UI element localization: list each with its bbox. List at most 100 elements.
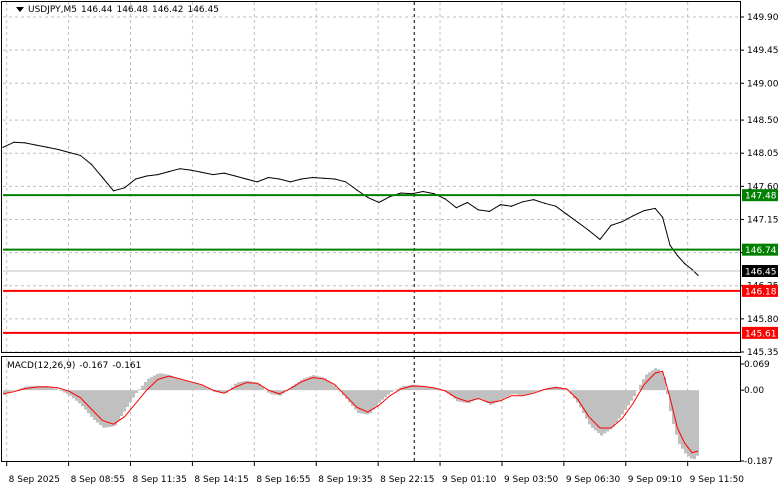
macd-histogram-bar [651,370,654,391]
price-point [389,196,391,198]
macd-histogram-bar [348,390,351,403]
price-point [588,229,590,232]
macd-histogram-bar [303,378,306,391]
price-tick-label: 149.00 [747,79,779,89]
price-point [300,178,303,180]
price-point [234,175,236,177]
price-point [499,204,502,206]
macd-histogram-bar [186,380,189,391]
price-point [124,187,126,189]
macd-histogram-bar [165,374,168,391]
macd-histogram-bar [210,390,213,391]
macd-histogram-bar [351,390,354,406]
price-point [245,178,247,180]
macd-histogram-bar [369,390,372,414]
macd-histogram-bar [450,390,453,397]
macd-histogram-bar [291,385,294,391]
macd-histogram-bar [639,384,642,391]
price-point [311,176,314,179]
macd-signal-line[interactable] [2,370,699,454]
level-tag-resistance-1 [742,243,778,256]
macd-histogram-bar [588,390,591,425]
macd-histogram-bar [183,380,186,391]
macd-histogram-bar [456,390,459,402]
price-point [378,201,380,204]
macd-pane-frame [1,356,741,462]
price-point [146,175,148,177]
macd-histogram-bar [447,390,450,394]
macd-histogram-bar [327,380,330,391]
macd-histogram-bar [672,390,675,424]
macd-histogram-bar [156,374,159,391]
price-series-line[interactable] [2,141,699,276]
time-tick-label: 8 Sep 2025 [9,475,60,485]
macd-histogram-bar [372,390,375,410]
macd-histogram-bar [300,379,303,391]
level-tag-current [742,265,778,278]
macd-histogram-bar [93,390,96,420]
macd-histogram-bar [522,390,525,396]
macd-histogram-bar [174,377,177,391]
macd-histogram-bar [582,390,585,414]
price-point [157,173,159,176]
macd-histogram-bar [195,383,198,391]
macd-histogram-bar [408,385,411,391]
macd-histogram-bar [612,390,615,427]
price-point [566,213,568,215]
price-point [256,181,258,183]
macd-histogram-bar [654,368,657,391]
macd-histogram-bar [204,386,207,391]
price-tick-label: 145.80 [747,315,779,325]
macd-histogram-bar [12,390,15,391]
price-point [654,207,656,210]
price-point [544,202,546,204]
time-tick-label: 8 Sep 14:15 [194,475,248,485]
price-point [669,244,671,246]
macd-histogram-bar [681,390,684,449]
price-point [691,268,693,271]
macd-histogram-bar [258,384,261,391]
price-point [466,201,468,204]
price-pane[interactable] [2,141,740,334]
price-point [455,207,457,209]
price-point [334,178,336,180]
macd-histogram-bar [501,390,504,400]
macd-label: MACD(12,26,9) [7,361,76,371]
macd-histogram-bar [294,383,297,391]
macd-histogram-bar [558,386,561,391]
macd-histogram-bar [96,390,99,423]
macd-histogram-bar [138,389,141,391]
macd-histogram-bar [552,386,555,391]
macd-pane[interactable] [2,368,699,460]
macd-histogram-bar [306,377,309,391]
macd-histogram-bar [561,387,564,391]
macd-histogram-bar [324,378,327,391]
price-tick-label: 147.15 [747,215,779,225]
price-point [79,154,81,157]
time-tick-label: 8 Sep 19:35 [318,475,372,485]
dropdown-triangle-icon[interactable] [16,7,24,12]
macd-histogram-bar [45,386,48,391]
macd-histogram-bar [219,390,222,394]
level-tag-label: 146.18 [745,287,777,297]
macd-histogram-bar [162,373,165,391]
price-point [289,181,292,183]
price-tick-label: 149.90 [747,13,779,23]
macd-histogram-bar [615,390,618,423]
macd-histogram-bar [630,390,633,401]
macd-histogram-bar [555,386,558,391]
macd-histogram-bar [390,390,393,393]
macd-histogram-bar [633,390,636,397]
macd-histogram-bar [636,390,639,391]
macd-histogram-bar [579,390,582,408]
macd-histogram-bar [111,390,114,427]
price-point [422,190,424,193]
macd-histogram-bar [249,381,252,391]
macd-histogram-bar [66,390,69,395]
macd-histogram-bar [528,390,531,394]
time-tick-label: 9 Sep 09:10 [628,475,683,485]
price-point [488,210,491,212]
macd-histogram-bar [171,375,174,391]
